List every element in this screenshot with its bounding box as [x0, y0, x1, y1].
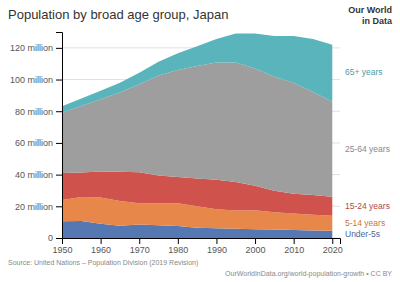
- tick-mark: [139, 238, 140, 244]
- tick-label: 1980: [168, 245, 188, 255]
- tick-mark: [255, 238, 256, 244]
- area: [62, 62, 332, 196]
- axis-line: [56, 33, 63, 239]
- tick-label: 1950: [52, 245, 72, 255]
- tick-mark: [101, 238, 102, 244]
- tick: 1950: [52, 238, 72, 255]
- tick-mark: [56, 238, 62, 239]
- tick-label: 40 million: [15, 170, 53, 180]
- tick-label: 20 million: [15, 202, 53, 212]
- tick-mark: [178, 238, 179, 244]
- axis-line: [63, 239, 341, 245]
- tick-label: 2010: [284, 245, 304, 255]
- tick-label: 0: [48, 233, 53, 243]
- tick-mark: [294, 238, 295, 244]
- chart: 1950 1960 1970 1980 1990 2000 2010 2020 0 20 mill…: [0, 0, 400, 282]
- tick: 1970: [130, 238, 150, 255]
- tick-label: 100 million: [10, 75, 53, 85]
- tick: 40 million: [15, 170, 62, 180]
- plot-area: [62, 33, 332, 238]
- credit: OurWorldInData.org/world-population-grow…: [225, 270, 392, 278]
- tick-mark: [56, 143, 62, 144]
- series-labels: Under-5s5-14 years 15-24 years 25-64 years…: [345, 67, 390, 238]
- title: Population by broad age group, Japan: [8, 7, 228, 22]
- tick-label: 1990: [207, 245, 227, 255]
- tick: 1990: [207, 238, 227, 255]
- source: Source: United Nations – Population Divi…: [8, 259, 198, 267]
- tick: 2000: [246, 238, 266, 255]
- tick: 1960: [91, 238, 111, 255]
- tick: 0: [48, 233, 62, 243]
- series-label: 15-24 years: [345, 201, 390, 211]
- tick: 120 million: [10, 43, 62, 53]
- tick-label: 1960: [91, 245, 111, 255]
- tick: 60 million: [15, 138, 62, 148]
- tick-label: 2020: [323, 245, 343, 255]
- tick: 80 million: [15, 107, 62, 117]
- logo-text: Our World: [348, 5, 392, 15]
- logo-text: in Data: [362, 16, 393, 26]
- tick-mark: [56, 48, 62, 49]
- tick-mark: [56, 80, 62, 81]
- tick-label: 1970: [130, 245, 150, 255]
- tick-label: 2000: [246, 245, 266, 255]
- tick-mark: [56, 175, 62, 176]
- tick: 100 million: [10, 75, 62, 85]
- x-axis: 1950 1960 1970 1980 1990 2000 2010 2020: [52, 238, 342, 255]
- tick-label: 120 million: [10, 43, 53, 53]
- tick: 20 million: [15, 202, 62, 212]
- series-label: 5-14 years: [345, 218, 385, 228]
- series-label: 65+ years: [345, 67, 383, 77]
- tick-mark: [56, 206, 62, 207]
- area: [62, 33, 332, 112]
- tick-label: 80 million: [15, 107, 53, 117]
- y-axis: 0 20 million 40 million 60 million 80 millio…: [10, 33, 63, 244]
- tick-mark: [332, 238, 333, 244]
- tick-label: 60 million: [15, 138, 53, 148]
- tick: 2020: [323, 238, 343, 255]
- series-label: 25-64 years: [345, 144, 390, 154]
- series-label: Under-5s: [345, 229, 380, 239]
- tick: 2010: [284, 238, 304, 255]
- tick-mark: [56, 111, 62, 112]
- tick-mark: [216, 238, 217, 244]
- tick: 1980: [168, 238, 188, 255]
